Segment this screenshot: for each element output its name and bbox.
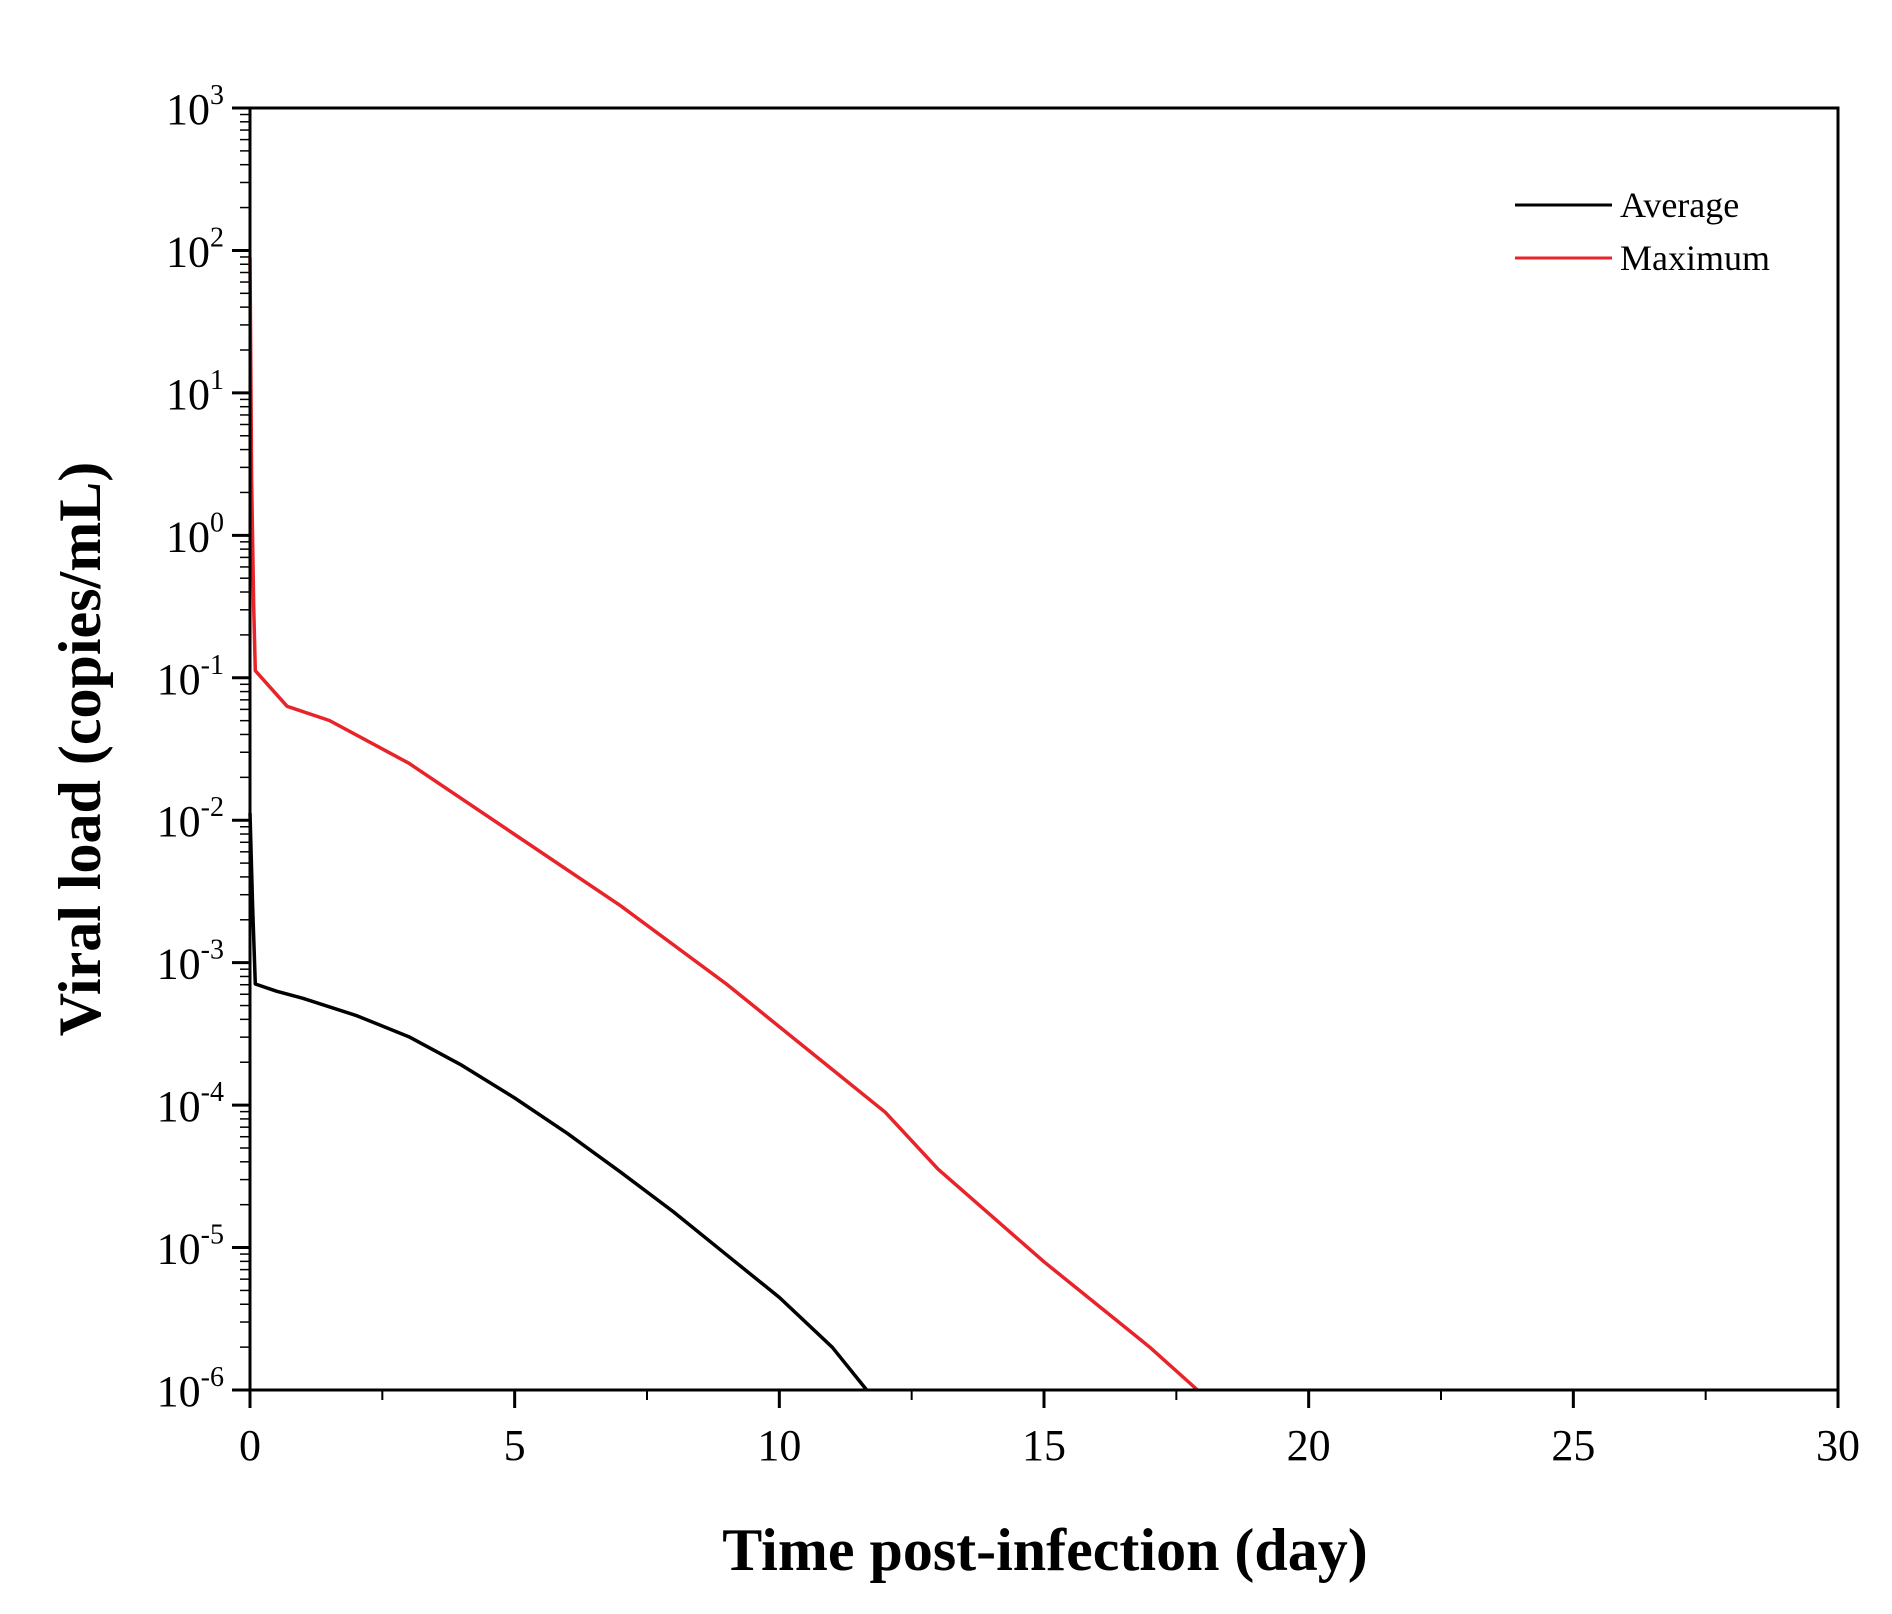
y-tick-label: 100 xyxy=(166,507,224,561)
y-tick-exponent: 0 xyxy=(210,507,224,538)
y-tick-label: 10-1 xyxy=(157,650,224,704)
y-tick-exponent: 1 xyxy=(210,365,224,396)
y-axis-title: Viral load (copies/mL) xyxy=(47,462,113,1036)
y-tick-exponent: -1 xyxy=(201,650,224,681)
labels-layer: 0 5 10 15 20 25 3010310210110010-110-210-310-4… xyxy=(157,80,1860,1470)
y-tick-exponent: -6 xyxy=(201,1362,224,1393)
x-tick-label: 30 xyxy=(1816,1421,1860,1470)
y-tick-exponent: 2 xyxy=(210,222,224,253)
legend-label-maximum: Maximum xyxy=(1620,238,1770,278)
y-tick-exponent: -2 xyxy=(201,792,224,823)
x-tick-label: 5 xyxy=(504,1421,526,1470)
series-line-maximum xyxy=(248,257,1199,1392)
y-tick-exponent: -5 xyxy=(201,1220,224,1251)
x-axis-title: Time post-infection (day) xyxy=(722,1517,1368,1583)
y-tick-label: 10-3 xyxy=(157,935,224,989)
x-tick-label: 15 xyxy=(1022,1421,1066,1470)
y-tick-base: 10 xyxy=(166,85,210,134)
legend-label-average: Average xyxy=(1620,185,1739,225)
y-tick-base: 10 xyxy=(166,370,210,419)
y-tick-label: 103 xyxy=(166,80,224,134)
y-tick-base: 10 xyxy=(157,1367,201,1416)
y-tick-base: 10 xyxy=(166,227,210,276)
y-tick-base: 10 xyxy=(157,940,201,989)
plot-frame xyxy=(248,106,1840,1392)
y-tick-label: 101 xyxy=(166,365,224,419)
y-tick-label: 10-6 xyxy=(157,1362,224,1416)
x-tick-label: 10 xyxy=(757,1421,801,1470)
y-tick-base: 10 xyxy=(166,512,210,561)
y-tick-label: 102 xyxy=(166,222,224,276)
x-tick-label: 20 xyxy=(1287,1421,1331,1470)
y-tick-exponent: 3 xyxy=(210,80,224,111)
y-tick-base: 10 xyxy=(157,655,201,704)
series-layer xyxy=(248,257,1199,1392)
x-tick-label: 25 xyxy=(1551,1421,1595,1470)
ticks-layer xyxy=(232,106,1840,1408)
y-tick-base: 10 xyxy=(157,1082,201,1131)
y-tick-exponent: -4 xyxy=(201,1077,224,1108)
y-tick-base: 10 xyxy=(157,797,201,846)
x-tick-label: 0 xyxy=(239,1421,261,1470)
y-tick-label: 10-2 xyxy=(157,792,224,846)
y-tick-label: 10-5 xyxy=(157,1220,224,1274)
y-tick-base: 10 xyxy=(157,1225,201,1274)
y-tick-label: 10-4 xyxy=(157,1077,224,1131)
legend: Average Maximum xyxy=(1515,185,1770,278)
series-line-average xyxy=(248,813,869,1392)
y-tick-exponent: -3 xyxy=(201,935,224,966)
